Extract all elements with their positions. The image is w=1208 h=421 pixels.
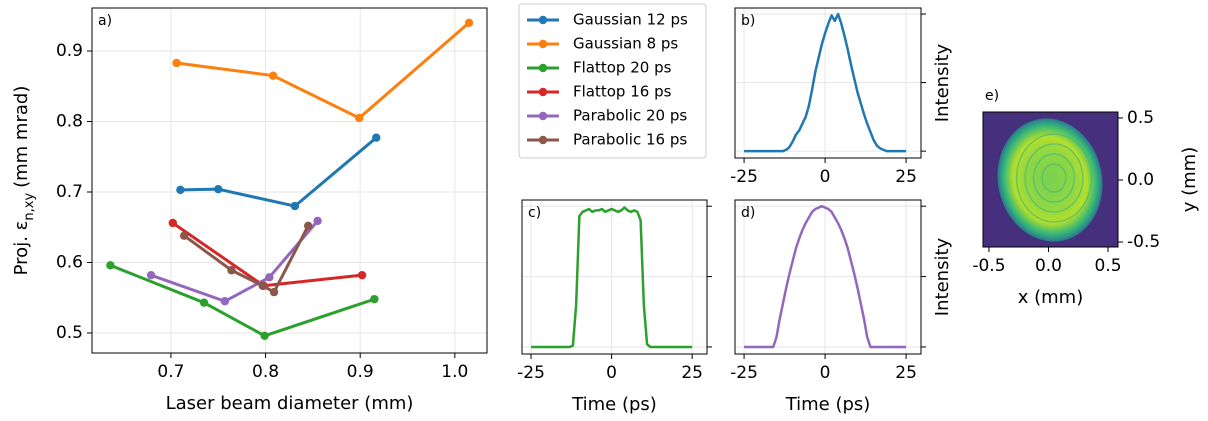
- legend-marker: [538, 63, 548, 73]
- axes-frame: [734, 7, 922, 159]
- y-label-unit: (mm mrad): [11, 86, 32, 188]
- legend-label: Parabolic 16 ps: [573, 131, 687, 149]
- y-tick-label: 0.5: [1127, 108, 1154, 128]
- data-line: [150, 219, 319, 303]
- x-tick-label: 0: [606, 363, 617, 383]
- data-line: [531, 206, 693, 349]
- beam-ring: [1024, 143, 1084, 213]
- data-point: [372, 133, 381, 142]
- data-point: [303, 221, 313, 231]
- data-line: [180, 136, 378, 208]
- data-point: [176, 185, 185, 195]
- legend-label: Parabolic 20 ps: [573, 107, 687, 125]
- data-line: [176, 21, 471, 120]
- beam-image: [997, 118, 1103, 242]
- x-axis-label: Time (ps): [785, 394, 871, 415]
- data-point: [258, 281, 267, 290]
- x-tick-label: 0: [820, 167, 831, 187]
- y-axis-label: Intensity: [932, 43, 953, 122]
- data-point: [214, 184, 223, 194]
- legend-label: Flattop 20 ps: [573, 59, 672, 77]
- data-point: [290, 201, 300, 211]
- legend-label: Gaussian 8 ps: [573, 35, 678, 53]
- y-tick-label: 0.6: [56, 252, 83, 272]
- data-point: [370, 294, 379, 304]
- axes-frame: [91, 7, 488, 354]
- y-tick-label: -0.5: [1127, 232, 1160, 252]
- x-tick-label: 25: [895, 363, 917, 383]
- legend-marker: [538, 111, 548, 121]
- y-axis-label: Proj. εn,xy (mm mrad): [11, 86, 37, 276]
- y-tick-label: 0.5: [56, 323, 83, 343]
- x-tick-label: 0: [820, 363, 831, 383]
- legend-marker: [538, 135, 548, 145]
- beam-ring: [1041, 163, 1067, 193]
- x-tick-label: 1.0: [441, 362, 468, 382]
- y-tick-label: 0.0: [1127, 170, 1154, 190]
- x-tick-label: -25: [517, 363, 545, 383]
- panel-label: c): [528, 205, 541, 221]
- legend-marker: [538, 87, 548, 97]
- x-axis-label: x (mm): [1018, 287, 1084, 308]
- y-axis-label: y (mm): [1179, 147, 1200, 213]
- data-point: [179, 231, 189, 240]
- x-tick-label: -0.5: [972, 256, 1005, 276]
- legend-label: Gaussian 12 ps: [573, 11, 688, 29]
- legend-marker: [538, 39, 548, 49]
- y-label-main: Proj. ε: [11, 221, 32, 276]
- x-tick-label: 0.9: [347, 362, 374, 382]
- data-line: [744, 12, 907, 153]
- x-tick-label: 0.8: [252, 362, 279, 382]
- x-tick-label: 0.0: [1035, 256, 1062, 276]
- y-tick-label: 0.9: [56, 41, 83, 61]
- data-point: [355, 113, 364, 123]
- panel-label: e): [985, 88, 999, 104]
- data-point: [260, 331, 269, 340]
- x-tick-label: 0.5: [1094, 256, 1121, 276]
- legend-marker: [538, 15, 548, 25]
- x-tick-label: 25: [681, 363, 703, 383]
- data-point: [220, 297, 230, 306]
- data-point: [313, 216, 322, 226]
- data-point: [265, 273, 274, 282]
- data-point: [172, 58, 181, 68]
- panel-label: a): [98, 13, 112, 29]
- data-point: [168, 218, 178, 228]
- data-line: [744, 204, 907, 349]
- beam-ring: [1032, 153, 1076, 203]
- y-axis-label: Intensity: [932, 237, 953, 316]
- x-tick-label: 0.7: [157, 362, 184, 382]
- data-point: [146, 270, 156, 280]
- x-tick-label: -25: [730, 167, 758, 187]
- axes-frame: [982, 111, 1119, 248]
- x-tick-label: -25: [730, 363, 758, 383]
- x-axis-label: Time (ps): [571, 394, 657, 415]
- y-tick-label: 0.8: [56, 111, 83, 131]
- data-line: [109, 263, 375, 338]
- beam-ring: [1015, 133, 1093, 223]
- panel-label: d): [741, 205, 755, 221]
- data-point: [106, 261, 115, 270]
- data-point: [464, 18, 474, 28]
- data-point: [269, 287, 279, 297]
- data-point: [268, 71, 278, 80]
- data-point: [357, 270, 367, 280]
- data-point: [199, 298, 209, 307]
- legend-label: Flattop 16 ps: [573, 83, 672, 101]
- data-point: [227, 266, 236, 275]
- y-label-sub: n,xy: [22, 193, 37, 221]
- panel-label: b): [741, 13, 755, 29]
- x-tick-label: 25: [895, 167, 917, 187]
- legend-box: [518, 3, 707, 159]
- axes-frame: [734, 199, 922, 355]
- axes-frame: [521, 199, 708, 355]
- x-axis-label: Laser beam diameter (mm): [166, 393, 414, 414]
- y-tick-label: 0.7: [56, 182, 83, 202]
